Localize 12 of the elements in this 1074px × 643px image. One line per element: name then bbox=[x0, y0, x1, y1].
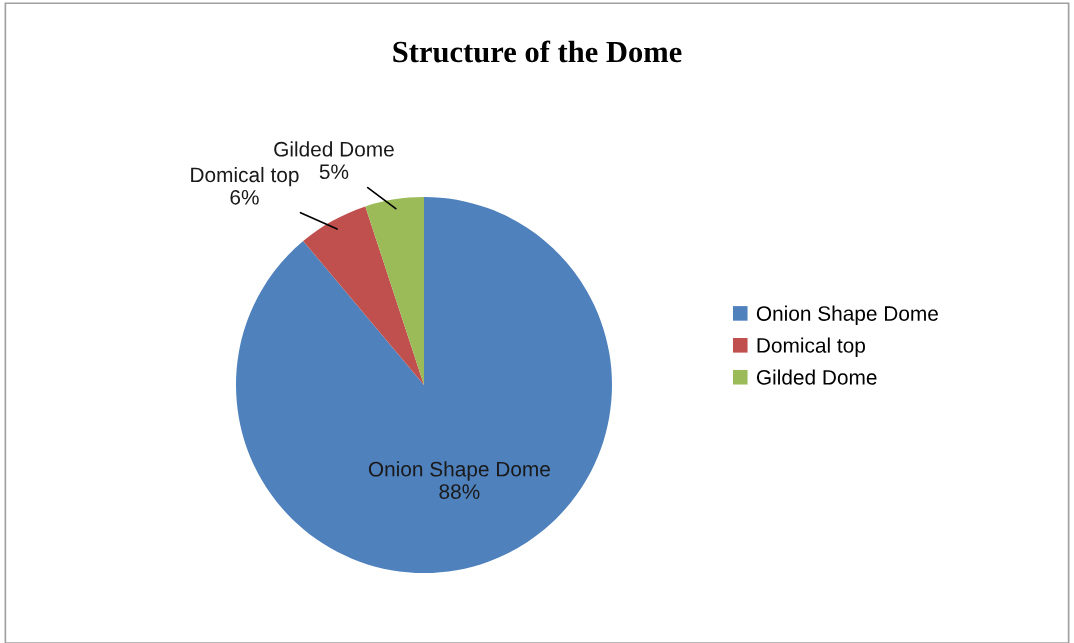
legend-label: Domical top bbox=[757, 337, 865, 357]
data-label: 5% bbox=[319, 164, 349, 180]
legend-label: Gilded Dome bbox=[756, 369, 877, 385]
pie-slice bbox=[365, 197, 424, 385]
slice-label: Onion Shape Dome bbox=[368, 461, 550, 481]
slice-label: Gilded Dome bbox=[274, 141, 394, 157]
data-label: 6% bbox=[230, 189, 259, 205]
data-label: 88% bbox=[439, 484, 480, 499]
pie-slice bbox=[303, 206, 424, 385]
legend-label: Onion Shape Dome bbox=[756, 305, 938, 326]
chart-title: Structure of the Dome bbox=[393, 40, 682, 63]
slice-label: Domical top bbox=[191, 166, 299, 187]
